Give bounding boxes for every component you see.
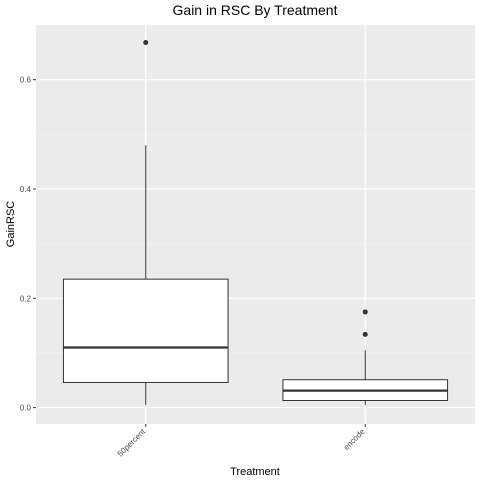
y-tick-label: 0.2: [20, 294, 32, 303]
box-body: [62, 278, 229, 383]
y-tick-label: 0.6: [20, 76, 32, 85]
x-axis: 50percent encode: [116, 424, 367, 459]
chart-title: Gain in RSC By Treatment: [173, 2, 338, 18]
x-axis-title: Treatment: [230, 466, 280, 478]
y-tick-label: 0.0: [20, 404, 32, 413]
outlier-point: [362, 331, 368, 337]
x-tick-label: encode: [342, 427, 367, 452]
y-axis: 0.0 0.2 0.4 0.6: [20, 76, 36, 413]
outlier-point: [362, 309, 368, 315]
x-tick-label: 50percent: [116, 427, 148, 459]
box-encode: [282, 309, 449, 405]
box-series: [62, 39, 449, 405]
box-50percent: [62, 39, 229, 405]
y-tick-label: 0.4: [20, 185, 32, 194]
outlier-point: [143, 39, 149, 45]
y-axis-title: GainRSC: [5, 201, 17, 248]
